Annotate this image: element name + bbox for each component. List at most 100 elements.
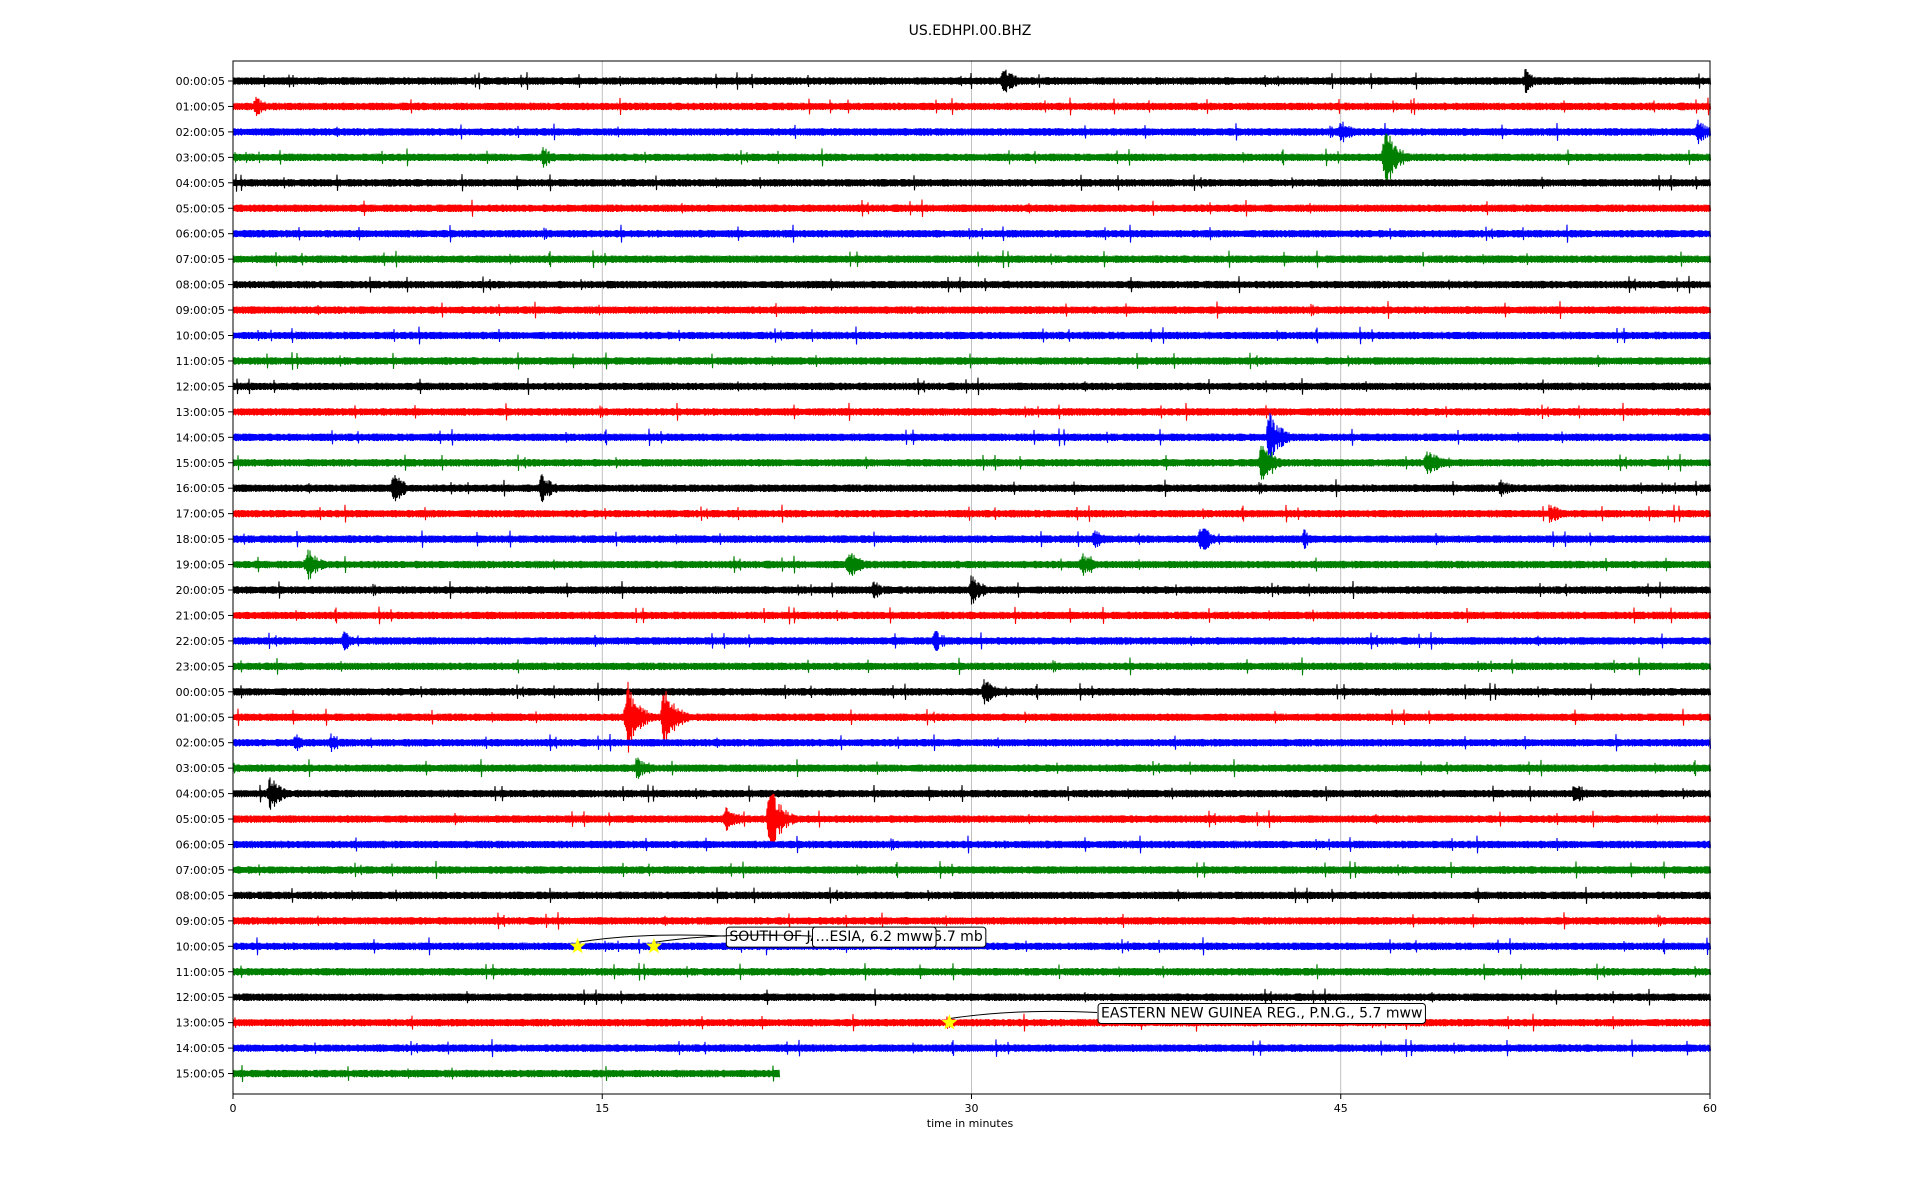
- trace-row-37: [232, 1013, 1712, 1032]
- trace-row-6: [232, 224, 1712, 243]
- row-time-label: 13:00:05: [176, 406, 225, 419]
- row-time-label: 02:00:05: [176, 126, 225, 139]
- row-time-label: 15:00:05: [176, 457, 225, 470]
- row-time-label: 18:00:05: [176, 533, 225, 546]
- annotation-connector: [949, 1010, 1098, 1020]
- trace-row-7: [232, 250, 1712, 269]
- row-time-label: 01:00:05: [176, 100, 225, 113]
- traces-layer: [232, 68, 1712, 1083]
- row-time-label: 12:00:05: [176, 991, 225, 1004]
- trace-row-11: [232, 352, 1712, 370]
- trace-row-33: [232, 912, 1712, 930]
- trace-row-9: [232, 301, 1712, 320]
- x-tick-label: 60: [1703, 1102, 1717, 1115]
- trace-row-36: [232, 988, 1712, 1006]
- event-annotation-label: …ESIA, 6.2 mww: [815, 929, 933, 945]
- trace-row-35: [232, 962, 1712, 981]
- row-time-label: 03:00:05: [176, 151, 225, 164]
- row-time-label: 00:00:05: [176, 75, 225, 88]
- row-time-label: 06:00:05: [176, 839, 225, 852]
- row-time-label: 07:00:05: [176, 253, 225, 266]
- row-time-label: 23:00:05: [176, 660, 225, 673]
- row-time-label: 19:00:05: [176, 559, 225, 572]
- event-marker-star: [645, 937, 662, 954]
- trace-row-23: [232, 657, 1712, 676]
- annotation-connector: [577, 934, 726, 943]
- row-time-label: 05:00:05: [176, 202, 225, 215]
- trace-row-27: [232, 757, 1712, 779]
- trace-row-17: [232, 504, 1712, 523]
- plot-frame: [232, 60, 1711, 1095]
- x-tick-label: 45: [1334, 1102, 1348, 1115]
- trace-row-22: [232, 630, 1712, 651]
- trace-row-14: [232, 412, 1712, 462]
- trace-row-31: [232, 860, 1712, 879]
- row-time-label: 14:00:05: [176, 1042, 225, 1055]
- trace-row-29: [232, 793, 1712, 845]
- row-labels-layer: 00:00:05 01:00:05 02:00:05 03:00:05 04:00:05…: [176, 75, 233, 1081]
- row-time-label: 04:00:05: [176, 177, 225, 190]
- row-time-label: 03:00:05: [176, 762, 225, 775]
- row-time-label: 08:00:05: [176, 889, 225, 902]
- x-axis-label: time in minutes: [927, 1117, 1014, 1130]
- trace-row-21: [232, 606, 1712, 625]
- row-time-label: 15:00:05: [176, 1068, 225, 1081]
- trace-row-4: [232, 173, 1712, 192]
- trace-row-1: [232, 96, 1712, 117]
- row-time-label: 10:00:05: [176, 940, 225, 953]
- trace-row-20: [232, 575, 1712, 605]
- row-time-label: 04:00:05: [176, 788, 225, 801]
- row-time-label: 13:00:05: [176, 1017, 225, 1030]
- trace-row-8: [232, 275, 1712, 294]
- trace-row-28: [232, 777, 1712, 810]
- x-ticks-layer: 0 15 30 45 60: [230, 1094, 1717, 1115]
- row-time-label: 09:00:05: [176, 304, 225, 317]
- x-tick-label: 15: [595, 1102, 609, 1115]
- row-time-label: 16:00:05: [176, 482, 225, 495]
- row-time-label: 09:00:05: [176, 915, 225, 928]
- trace-row-24: [232, 679, 1712, 705]
- row-time-label: 10:00:05: [176, 330, 225, 343]
- trace-row-25: [232, 681, 1712, 753]
- x-tick-label: 0: [230, 1102, 237, 1115]
- row-time-label: 02:00:05: [176, 737, 225, 750]
- trace-row-13: [232, 402, 1712, 421]
- row-time-label: 21:00:05: [176, 609, 225, 622]
- trace-row-32: [232, 886, 1712, 904]
- row-time-label: 07:00:05: [176, 864, 225, 877]
- trace-row-0: [232, 68, 1712, 94]
- trace-row-19: [232, 549, 1712, 580]
- trace-row-16: [232, 474, 1712, 503]
- row-time-label: 01:00:05: [176, 711, 225, 724]
- event-annotation-label: EASTERN NEW GUINEA REG., P.N.G., 5.7 mww: [1101, 1005, 1422, 1021]
- x-tick-label: 30: [965, 1102, 979, 1115]
- trace-row-2: [232, 119, 1712, 145]
- row-time-label: 00:00:05: [176, 686, 225, 699]
- trace-row-39: [232, 1065, 781, 1083]
- event-marker-star: [569, 937, 586, 954]
- trace-row-26: [232, 733, 1712, 753]
- row-time-label: 12:00:05: [176, 380, 225, 393]
- annotations-layer: SOUTH OF JAVA, INDONESIA, 5.7 mb…ESIA, 6…: [569, 926, 1426, 1030]
- trace-row-5: [232, 199, 1712, 218]
- event-annotation-box: [1097, 1002, 1426, 1024]
- row-time-label: 17:00:05: [176, 508, 225, 521]
- trace-row-18: [232, 528, 1712, 550]
- row-time-label: 22:00:05: [176, 635, 225, 648]
- trace-row-10: [232, 326, 1712, 345]
- event-annotation-box: [811, 926, 937, 948]
- annotation-connector: [653, 934, 812, 943]
- trace-row-30: [232, 835, 1712, 854]
- chart-title: US.EDHPI.00.BHZ: [909, 23, 1032, 39]
- trace-row-12: [232, 377, 1712, 396]
- trace-row-38: [232, 1039, 1712, 1058]
- trace-row-3: [232, 133, 1712, 182]
- event-marker-star: [941, 1014, 958, 1030]
- row-time-label: 11:00:05: [176, 355, 225, 368]
- row-time-label: 14:00:05: [176, 431, 225, 444]
- trace-row-15: [232, 445, 1712, 480]
- row-time-label: 08:00:05: [176, 279, 225, 292]
- row-time-label: 11:00:05: [176, 966, 225, 979]
